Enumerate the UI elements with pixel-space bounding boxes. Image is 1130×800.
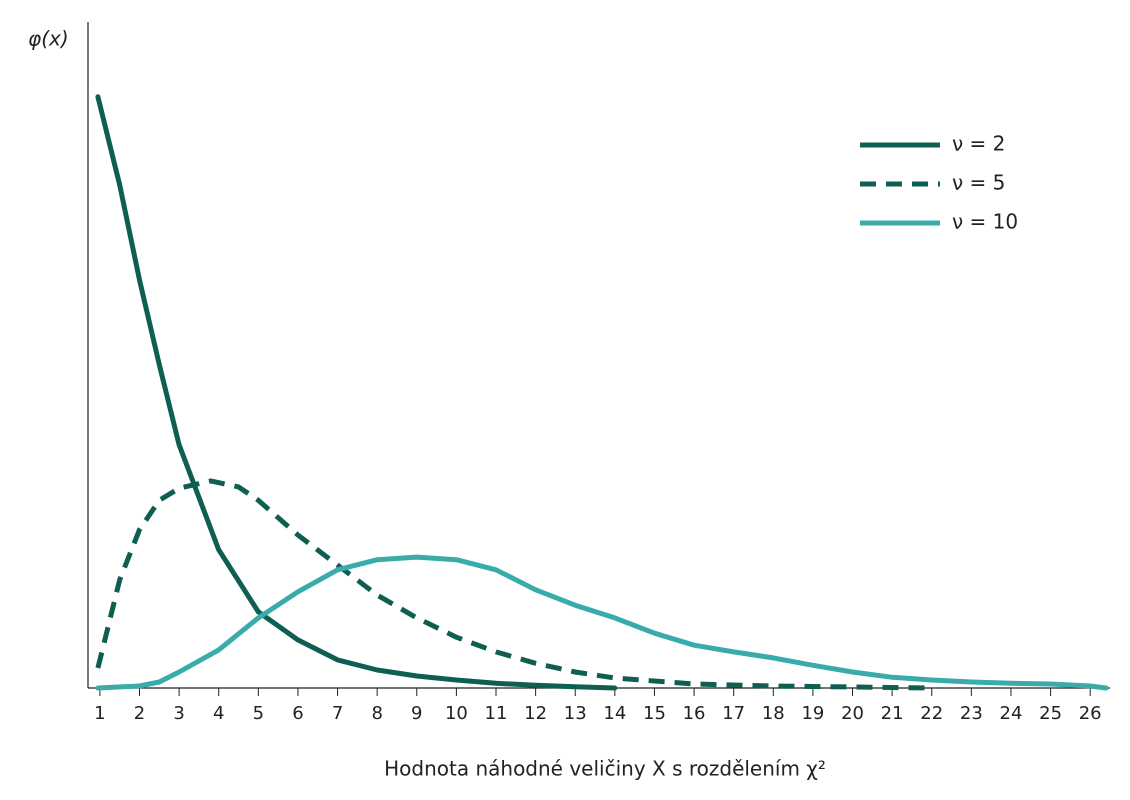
x-tick-label: 22 [920,703,943,724]
x-tick-label: 5 [253,703,264,724]
series-line [95,554,1109,691]
x-axis-label: Hodnota náhodné veličiny X s rozdělením … [384,757,826,781]
x-tick-label: 11 [485,703,508,724]
x-tick-label: 21 [881,703,904,724]
x-tick-label: 10 [445,703,468,724]
legend-label: ν = 2 [952,132,1005,156]
x-tick-label: 2 [134,703,145,724]
x-tick-label: 1 [94,703,105,724]
x-tick-label: 6 [292,703,303,724]
x-tick-label: 8 [371,703,382,724]
x-tick-label: 18 [762,703,785,724]
x-tick-label: 24 [1000,703,1023,724]
x-tick-label: 13 [564,703,587,724]
x-tick-label: 7 [332,703,343,724]
x-tick-label: 23 [960,703,983,724]
x-tick-label: 25 [1039,703,1062,724]
series-line [95,478,932,691]
x-tick-label: 19 [801,703,824,724]
series-line [95,94,618,691]
y-axis-label: φ(x) [28,27,69,51]
legend-label: ν = 10 [952,210,1018,234]
legend-label: ν = 5 [952,171,1005,195]
x-tick-label: 26 [1079,703,1102,724]
x-tick-label: 16 [683,703,706,724]
x-tick-label: 20 [841,703,864,724]
x-tick-label: 12 [524,703,547,724]
x-tick-label: 15 [643,703,666,724]
x-tick-label: 17 [722,703,745,724]
x-tick-label: 3 [173,703,184,724]
x-tick-label: 9 [411,703,422,724]
x-tick-label: 4 [213,703,224,724]
x-tick-label: 14 [603,703,626,724]
